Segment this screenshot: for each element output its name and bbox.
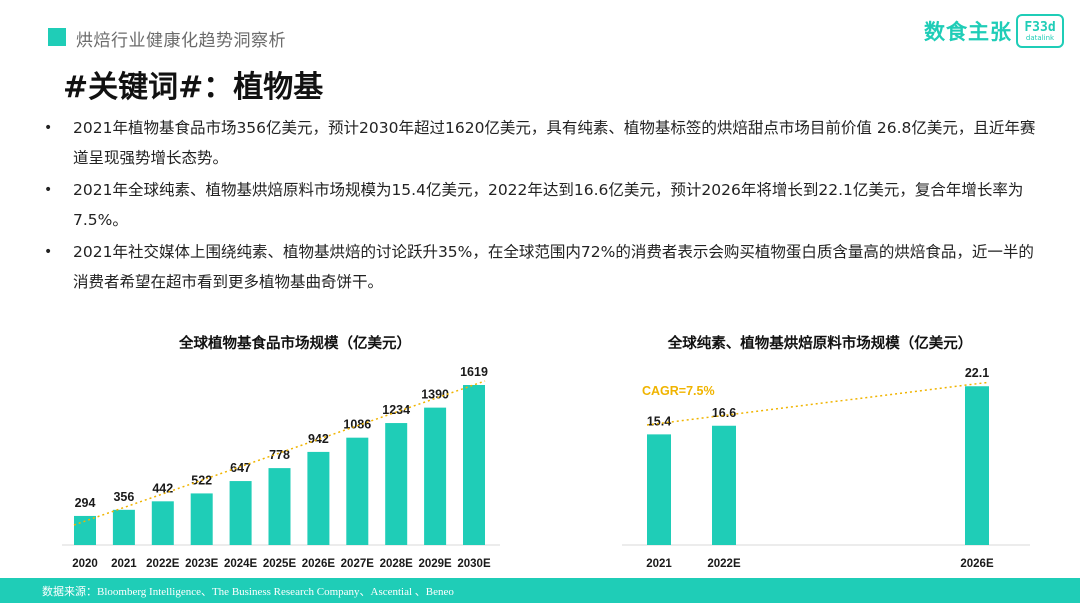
chart1-title: 全球植物基食品市场规模（亿美元） xyxy=(179,336,411,352)
chart1-bar xyxy=(385,423,408,545)
chart2-cagr-annotation: CAGR=7.5% xyxy=(642,384,715,398)
chart1-bar xyxy=(463,385,485,545)
bullet-list: • 2021年植物基食品市场356亿美元，预计2030年超过1620亿美元，具有… xyxy=(44,113,1044,299)
chart2-value-label: 22.1 xyxy=(965,366,989,380)
chart1-category-label: 2023E xyxy=(185,558,219,570)
chart1-value-label: 294 xyxy=(75,496,96,510)
chart1-value-label: 442 xyxy=(152,481,173,495)
chart1-value-label: 778 xyxy=(269,448,290,462)
chart1-bar xyxy=(190,493,213,545)
bullet-text: 2021年全球纯素、植物基烘焙原料市场规模为15.4亿美元，2022年达到16.… xyxy=(73,181,1024,229)
chart2-title: 全球纯素、植物基烘焙原料市场规模（亿美元） xyxy=(667,336,973,352)
header-square-icon xyxy=(48,28,66,46)
chart1-bar xyxy=(74,515,96,545)
bullet-item: • 2021年全球纯素、植物基烘焙原料市场规模为15.4亿美元，2022年达到1… xyxy=(44,175,1044,235)
page-title: #关键词#：植物基 xyxy=(63,70,324,105)
chart2-bar xyxy=(647,434,671,545)
brand-badge-icon: F33d datalink xyxy=(1016,14,1064,48)
section-header: 烘焙行业健康化趋势洞察析 xyxy=(76,31,286,51)
chart1-category-label: 2024E xyxy=(224,558,258,570)
chart1-value-label: 1086 xyxy=(343,418,371,432)
footer-bar: 数据来源：Bloomberg Intelligence、The Business… xyxy=(0,578,1080,603)
chart2-category-label: 2021 xyxy=(646,558,672,570)
chart1-bar xyxy=(112,509,135,545)
chart1-value-label: 647 xyxy=(230,461,251,475)
chart2-bar xyxy=(965,386,989,545)
chart1-category-label: 2021 xyxy=(111,558,137,570)
chart1-value-label: 942 xyxy=(308,432,329,446)
bullet-dot: • xyxy=(44,182,53,198)
chart1-svg: 294202035620214422022E5222023E6472024E77… xyxy=(62,365,500,570)
brand-badge-main: F33d xyxy=(1024,19,1056,35)
footer-source: 数据来源：Bloomberg Intelligence、The Business… xyxy=(42,586,454,598)
bullet-text: 2021年社交媒体上围绕纯素、植物基烘焙的讨论跃升35%，在全球范围内72%的消… xyxy=(73,243,1034,291)
chart1-category-label: 2022E xyxy=(146,558,180,570)
chart1-bar xyxy=(346,437,369,545)
chart1-category-label: 2026E xyxy=(302,558,336,570)
chart1-category-label: 2030E xyxy=(457,558,491,570)
chart1-value-label: 1390 xyxy=(421,388,449,402)
bullet-dot: • xyxy=(44,244,53,260)
chart1-bar xyxy=(268,468,291,545)
bullet-dot: • xyxy=(44,120,53,136)
chart2-value-label: 15.4 xyxy=(647,414,671,428)
chart1-bar xyxy=(229,481,252,545)
chart1-bar xyxy=(307,451,330,545)
chart1-category-label: 2020 xyxy=(72,558,98,570)
chart1-bar xyxy=(151,501,174,545)
chart2-value-label: 16.6 xyxy=(712,406,736,420)
chart1-category-label: 2027E xyxy=(341,558,375,570)
bullet-item: • 2021年植物基食品市场356亿美元，预计2030年超过1620亿美元，具有… xyxy=(44,113,1044,173)
chart1-category-label: 2025E xyxy=(263,558,297,570)
chart1-category-label: 2028E xyxy=(380,558,414,570)
chart1-value-label: 1234 xyxy=(382,403,410,417)
brand-name: 数食主张 xyxy=(924,20,1012,44)
bullet-item: • 2021年社交媒体上围绕纯素、植物基烘焙的讨论跃升35%，在全球范围内72%… xyxy=(44,237,1044,297)
chart2-bar xyxy=(712,425,736,545)
chart2-svg: 15.4 2021 16.6 2022E 22.1 2026E CAGR=7.5% xyxy=(622,366,1030,570)
bullet-text: 2021年植物基食品市场356亿美元，预计2030年超过1620亿美元，具有纯素… xyxy=(73,119,1036,167)
chart1-value-label: 1619 xyxy=(460,365,488,379)
chart1-value-label: 356 xyxy=(113,490,134,504)
brand-logo: 数食主张 F33d datalink xyxy=(924,14,1064,48)
chart1-bar xyxy=(424,407,447,545)
chart2-category-label: 2026E xyxy=(960,558,994,570)
brand-badge-sub: datalink xyxy=(1025,33,1055,42)
chart1-category-label: 2029E xyxy=(418,558,452,570)
chart2-category-label: 2022E xyxy=(707,558,741,570)
